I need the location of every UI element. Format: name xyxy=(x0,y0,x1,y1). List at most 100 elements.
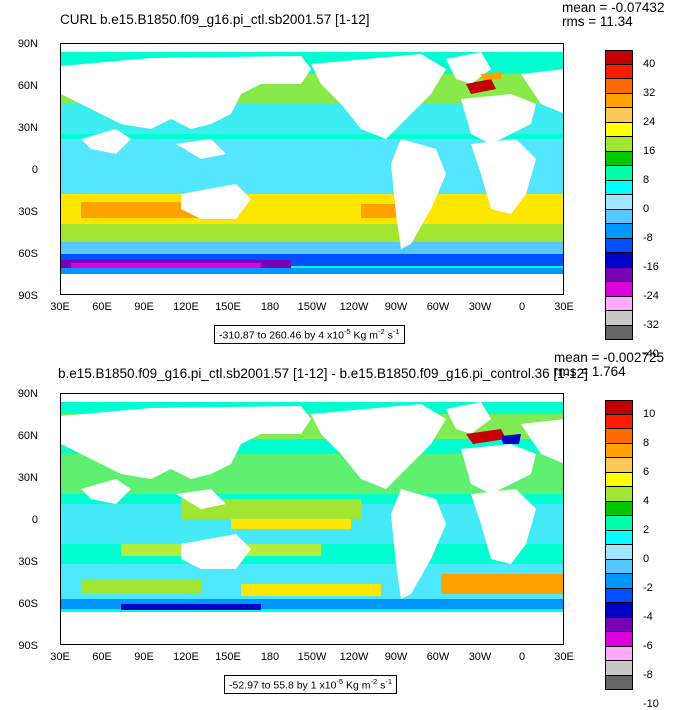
lat-label: 30N xyxy=(17,472,38,484)
colorbar-swatch xyxy=(605,166,633,181)
colorbar-label: 16 xyxy=(643,144,656,157)
map-plot xyxy=(60,393,564,645)
lon-label: 0 xyxy=(518,651,526,663)
colorbar-swatch xyxy=(605,501,633,516)
lon-label: 60E xyxy=(92,651,112,663)
range-label: -52.97 to 55.8 by 1 x10-5 Kg m-2 s-1 xyxy=(224,675,398,694)
colorbar-label: -32 xyxy=(643,318,659,331)
panel-title: b.e15.B1850.f09_g16.pi_ctl.sb2001.57 [1-… xyxy=(58,366,588,381)
colorbar-swatch xyxy=(605,311,633,326)
colorbar-swatch xyxy=(605,93,633,108)
colorbar-swatch xyxy=(605,632,633,647)
colorbar-label: -2 xyxy=(643,581,653,594)
lon-label: 30E xyxy=(554,651,574,663)
colorbar-label: 24 xyxy=(643,115,656,128)
colorbar-swatch xyxy=(605,603,633,618)
lon-label: 150E xyxy=(215,651,241,663)
colorbar-swatch xyxy=(605,209,633,224)
colorbar-label: -4 xyxy=(643,610,653,623)
colorbar-swatch xyxy=(605,267,633,282)
colorbar-swatch xyxy=(605,180,633,195)
lon-label: 90E xyxy=(134,301,154,313)
colorbar-swatch xyxy=(605,400,633,415)
colorbar-label: 8 xyxy=(643,436,650,449)
lat-label: 60S xyxy=(18,598,38,610)
colorbar-swatch xyxy=(605,617,633,632)
colorbar-swatch xyxy=(605,122,633,137)
colorbar-swatch xyxy=(605,238,633,253)
colorbar-label: 2 xyxy=(643,523,650,536)
colorbar-label: -16 xyxy=(643,260,659,273)
colorbar-swatch xyxy=(605,588,633,603)
colorbar-label: 10 xyxy=(643,407,656,420)
lon-label: 180 xyxy=(260,301,280,313)
lon-label: 30E xyxy=(554,301,574,313)
lon-label: 120E xyxy=(173,651,199,663)
lon-label: 150W xyxy=(297,301,327,313)
curl-field-map xyxy=(61,44,563,294)
lon-label: 30W xyxy=(468,651,492,663)
colorbar-swatch xyxy=(605,64,633,79)
colorbar-swatch xyxy=(605,574,633,589)
lat-label: 90S xyxy=(18,640,38,652)
lat-label: 30S xyxy=(18,556,38,568)
colorbar-label: 4 xyxy=(643,494,650,507)
rms-stat: rms = 1.764 xyxy=(554,364,626,379)
lat-label: 90N xyxy=(17,388,38,400)
colorbar-swatch xyxy=(605,296,633,311)
colorbar-swatch xyxy=(605,675,633,690)
rms-stat: rms = 11.34 xyxy=(562,14,633,29)
colorbar-swatch xyxy=(605,50,633,65)
colorbar-swatch xyxy=(605,79,633,94)
colorbar-swatch xyxy=(605,443,633,458)
lat-label: 90N xyxy=(17,38,38,50)
colorbar-label: 8 xyxy=(643,173,650,186)
lon-label: 150E xyxy=(215,301,241,313)
colorbar-label: 40 xyxy=(643,57,656,70)
colorbar-label: -6 xyxy=(643,639,653,652)
map-panel-curl: CURL b.e15.B1850.f09_g16.pi_ctl.sb2001.5… xyxy=(0,0,700,360)
colorbar-swatch xyxy=(605,545,633,560)
lon-label: 90E xyxy=(134,651,154,663)
lon-label: 90W xyxy=(384,651,408,663)
colorbar-swatch xyxy=(605,108,633,123)
lat-label: 60S xyxy=(18,248,38,260)
colorbar-swatch xyxy=(605,458,633,473)
colorbar-swatch xyxy=(605,429,633,444)
colorbar-swatch xyxy=(605,487,633,502)
lat-label: 60N xyxy=(17,80,38,92)
colorbar-swatch xyxy=(605,325,633,340)
colorbar-label: -8 xyxy=(643,231,653,244)
lat-label: 60N xyxy=(17,430,38,442)
map-plot xyxy=(60,43,564,295)
lon-label: 0 xyxy=(518,301,526,313)
colorbar-label: -24 xyxy=(643,289,659,302)
lon-label: 90W xyxy=(384,301,408,313)
lon-label: 150W xyxy=(297,651,327,663)
difference-field-map xyxy=(61,394,563,644)
lon-label: 30E xyxy=(50,651,70,663)
lat-label: 90S xyxy=(18,290,38,302)
colorbar-swatch xyxy=(605,559,633,574)
mean-stat: mean = -0.07432 xyxy=(562,0,665,15)
lon-label: 30W xyxy=(468,301,492,313)
colorbar-label: 32 xyxy=(643,86,656,99)
lon-label: 60E xyxy=(92,301,112,313)
colorbar-label: -8 xyxy=(643,668,653,681)
lat-label: 0 xyxy=(31,164,38,176)
colorbar-swatch xyxy=(605,530,633,545)
colorbar-swatch xyxy=(605,224,633,239)
lon-label: 120W xyxy=(339,651,369,663)
lon-label: 120W xyxy=(339,301,369,313)
lon-label: 30E xyxy=(50,301,70,313)
colorbar-swatch xyxy=(605,472,633,487)
lat-label: 30S xyxy=(18,206,38,218)
lon-label: 180 xyxy=(260,651,280,663)
lon-label: 120E xyxy=(173,301,199,313)
lat-label: 30N xyxy=(17,122,38,134)
colorbar xyxy=(605,50,633,340)
panel-title: CURL b.e15.B1850.f09_g16.pi_ctl.sb2001.5… xyxy=(60,12,370,27)
colorbar-swatch xyxy=(605,661,633,676)
colorbar-swatch xyxy=(605,137,633,152)
colorbar-swatch xyxy=(605,195,633,210)
